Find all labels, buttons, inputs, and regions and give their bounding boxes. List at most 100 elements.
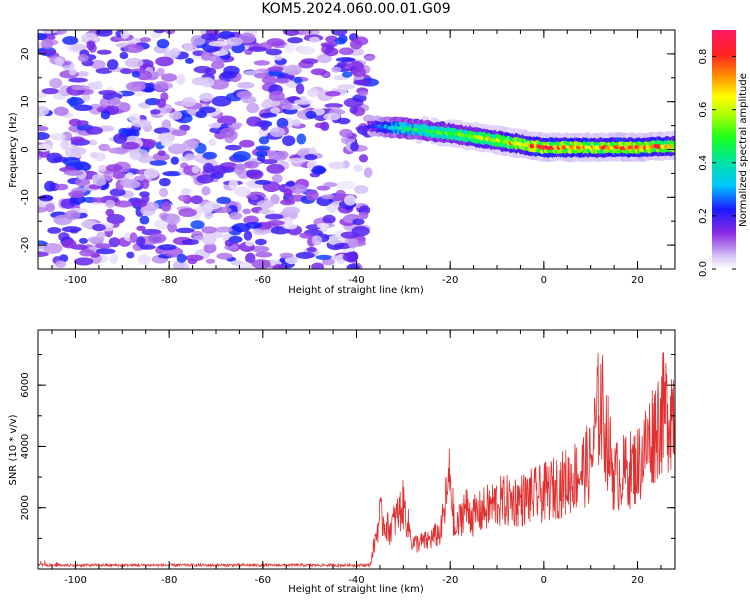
heatmap-cell: [340, 231, 359, 239]
heatmap-cell: [341, 71, 353, 78]
heatmap-cell: [136, 70, 153, 81]
heatmap-cell: [181, 97, 197, 107]
heatmap-cell: [251, 259, 271, 269]
heatmap-cell: [283, 223, 298, 230]
heatmap-cell: [97, 164, 107, 173]
heatmap-cell: [49, 77, 63, 89]
heatmap-cell: [262, 75, 278, 85]
snr-panel: -100 -80 -60 -40 -20 0 20 2000 4000 6000 Height o…: [8, 329, 676, 595]
heatmap-cell: [324, 103, 344, 109]
heatmap-cell: [211, 122, 222, 129]
snr-y-axis-label: SNR (10 * v/v): [8, 414, 19, 485]
heatmap-cell: [358, 154, 369, 163]
heatmap-cell: [305, 190, 319, 201]
heatmap-cell: [283, 188, 293, 197]
heatmap-cell: [157, 150, 166, 157]
snr-x-axis-label: Height of straight line (km): [288, 584, 424, 595]
heatmap-cell: [108, 237, 121, 248]
heatmap-cell: [148, 233, 167, 244]
heatmap-cell: [353, 79, 372, 86]
heatmap-cell: [221, 70, 237, 79]
heatmap-cell: [183, 42, 194, 52]
snr-ticks: -100 -80 -60 -40 -20 0 20 2000 4000 6000: [20, 330, 675, 586]
heatmap-cell: [269, 107, 281, 114]
heatmap-cell: [259, 112, 278, 118]
heatmap-cell: [131, 70, 141, 78]
heatmap-cell: [54, 260, 67, 268]
heatmap-cell: [129, 232, 138, 243]
colorbar-tick-label: 0.0: [698, 261, 709, 277]
heatmap-y-axis-label: Frequency (Hz): [8, 112, 19, 188]
heatmap-cell: [256, 200, 275, 209]
heatmap-cell: [155, 56, 174, 67]
heatmap-cell: [139, 37, 152, 43]
heatmap-cell: [248, 46, 268, 52]
heatmap-cell: [279, 252, 294, 259]
heatmap-cell: [184, 254, 204, 262]
heatmap-cell: [238, 32, 256, 44]
heatmap-cell: [81, 32, 98, 43]
heatmap-cell: [121, 141, 140, 150]
heatmap-cell: [122, 179, 141, 189]
heatmap-cell: [353, 36, 369, 46]
heatmap-cell: [344, 194, 357, 206]
heatmap-cell: [216, 196, 232, 205]
heatmap-cell: [363, 167, 373, 178]
heatmap-cell: [41, 38, 54, 49]
heatmap-cell: [113, 133, 128, 144]
heatmap-cell: [299, 232, 313, 239]
colorbar-gradient: [712, 30, 736, 269]
heatmap-cell: [162, 171, 183, 177]
heatmap-cell: [45, 203, 56, 213]
heatmap-cell: [255, 238, 267, 246]
heatmap-cell: [208, 40, 228, 47]
heatmap-cell: [140, 178, 150, 190]
heatmap-cell: [161, 119, 172, 130]
heatmap-cell: [99, 97, 111, 109]
heatmap-cell: [141, 195, 150, 203]
heatmap-cell: [178, 208, 197, 218]
heatmap-cell: [323, 112, 341, 121]
heatmap-cell: [236, 90, 253, 99]
heatmap-cell: [234, 186, 252, 197]
heatmap-cell: [50, 133, 66, 141]
heatmap-cell: [126, 251, 135, 259]
heatmap-cell: [218, 30, 235, 40]
heatmap-cell: [161, 73, 178, 82]
heatmap-cell: [181, 238, 199, 246]
heatmap-cell: [166, 213, 181, 225]
heatmap-cell: [38, 132, 50, 140]
heatmap-cell: [201, 235, 217, 245]
heatmap-cell: [38, 92, 48, 98]
heatmap-cell: [68, 190, 85, 198]
heatmap-cell: [338, 47, 354, 56]
heatmap-cell: [352, 218, 365, 226]
heatmap-cell: [53, 106, 69, 116]
snr-x-tick-label: -80: [161, 575, 177, 586]
heatmap-cell: [296, 133, 307, 145]
heatmap-cell: [246, 102, 260, 114]
heatmap-cell: [276, 117, 289, 129]
heatmap-cell: [107, 98, 121, 106]
heatmap-cell: [349, 106, 358, 114]
heatmap-ridge-cell: [421, 115, 429, 121]
colorbar-tick-label: 0.8: [698, 49, 709, 65]
heatmap-cell: [68, 96, 79, 108]
heatmap-cell: [316, 53, 332, 64]
heatmap-x-tick-label: -80: [161, 275, 177, 286]
heatmap-cell: [237, 81, 255, 89]
heatmap-cell: [200, 51, 212, 61]
heatmap-cell: [90, 151, 99, 159]
heatmap-cell: [270, 194, 280, 205]
heatmap-cell: [88, 139, 98, 146]
heatmap-cell: [239, 261, 253, 269]
heatmap-cell: [310, 68, 327, 76]
heatmap-cell: [96, 49, 112, 55]
heatmap-cell: [276, 78, 290, 84]
heatmap-cell: [44, 180, 56, 192]
heatmap-cell: [160, 201, 172, 212]
heatmap-cell: [274, 55, 283, 61]
heatmap-cell: [62, 156, 81, 166]
